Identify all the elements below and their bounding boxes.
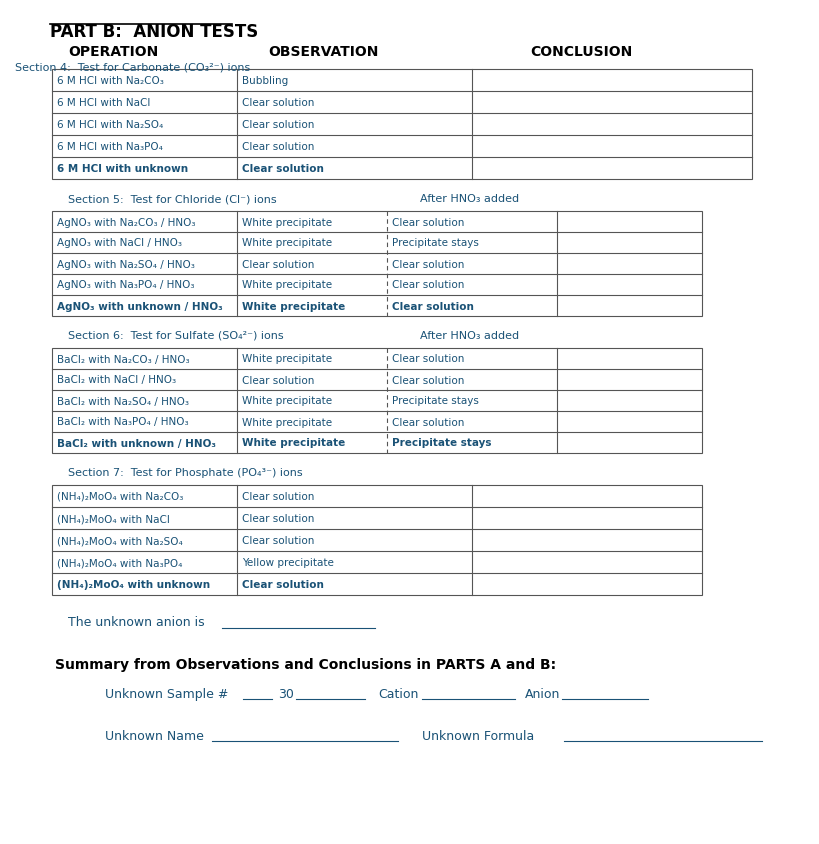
Bar (52, 349, 702, 453)
Text: (NH₄)₂MoO₄ with Na₂SO₄: (NH₄)₂MoO₄ with Na₂SO₄ (57, 535, 183, 545)
Text: 6 M HCl with Na₃PO₄: 6 M HCl with Na₃PO₄ (57, 142, 163, 152)
Text: Clear solution: Clear solution (392, 354, 464, 364)
Text: Clear solution: Clear solution (242, 120, 314, 130)
Text: Cation: Cation (378, 687, 419, 701)
Text: (NH₄)₂MoO₄ with NaCl: (NH₄)₂MoO₄ with NaCl (57, 513, 170, 523)
Text: Clear solution: Clear solution (242, 375, 314, 385)
Text: Anion: Anion (525, 687, 560, 701)
Text: Clear solution: Clear solution (392, 301, 474, 311)
Text: OPERATION: OPERATION (68, 45, 158, 59)
Bar (52, 212, 702, 316)
Text: White precipitate: White precipitate (242, 354, 333, 364)
Text: (NH₄)₂MoO₄ with unknown: (NH₄)₂MoO₄ with unknown (57, 579, 210, 589)
Text: AgNO₃ with NaCl / HNO₃: AgNO₃ with NaCl / HNO₃ (57, 238, 182, 248)
Text: The unknown anion is: The unknown anion is (68, 615, 205, 628)
Text: Precipitate stays: Precipitate stays (392, 396, 479, 406)
Text: OBSERVATION: OBSERVATION (268, 45, 378, 59)
Text: White precipitate: White precipitate (242, 217, 333, 227)
Text: BaCl₂ with NaCl / HNO₃: BaCl₂ with NaCl / HNO₃ (57, 375, 176, 385)
Text: White precipitate: White precipitate (242, 238, 333, 248)
Text: 30: 30 (278, 687, 294, 701)
Text: Yellow precipitate: Yellow precipitate (242, 557, 334, 567)
Text: Clear solution: Clear solution (392, 280, 464, 290)
Text: Unknown Sample #: Unknown Sample # (105, 687, 229, 701)
Text: 6 M HCl with NaCl: 6 M HCl with NaCl (57, 98, 151, 108)
Text: Unknown Formula: Unknown Formula (422, 729, 534, 742)
Text: AgNO₃ with Na₂CO₃ / HNO₃: AgNO₃ with Na₂CO₃ / HNO₃ (57, 217, 196, 227)
Text: PART B:  ANION TESTS: PART B: ANION TESTS (50, 23, 258, 41)
Text: White precipitate: White precipitate (242, 417, 333, 427)
Bar (52, 70, 752, 180)
Text: Clear solution: Clear solution (242, 164, 324, 174)
Text: Section 6:  Test for Sulfate (SO₄²⁻) ions: Section 6: Test for Sulfate (SO₄²⁻) ions (68, 331, 283, 341)
Text: AgNO₃ with unknown / HNO₃: AgNO₃ with unknown / HNO₃ (57, 301, 223, 311)
Text: BaCl₂ with Na₂SO₄ / HNO₃: BaCl₂ with Na₂SO₄ / HNO₃ (57, 396, 189, 406)
Text: Precipitate stays: Precipitate stays (392, 438, 491, 448)
Text: White precipitate: White precipitate (242, 280, 333, 290)
Text: Clear solution: Clear solution (242, 98, 314, 108)
Text: White precipitate: White precipitate (242, 301, 346, 311)
Text: White precipitate: White precipitate (242, 438, 346, 448)
Text: Section 7:  Test for Phosphate (PO₄³⁻) ions: Section 7: Test for Phosphate (PO₄³⁻) io… (68, 468, 303, 478)
Text: AgNO₃ with Na₃PO₄ / HNO₃: AgNO₃ with Na₃PO₄ / HNO₃ (57, 280, 194, 290)
Text: CONCLUSION: CONCLUSION (530, 45, 632, 59)
Text: 6 M HCl with unknown: 6 M HCl with unknown (57, 164, 188, 174)
Text: Clear solution: Clear solution (242, 579, 324, 589)
Bar (52, 485, 702, 595)
Text: AgNO₃ with Na₂SO₄ / HNO₃: AgNO₃ with Na₂SO₄ / HNO₃ (57, 259, 195, 269)
Text: Clear solution: Clear solution (242, 142, 314, 152)
Text: Precipitate stays: Precipitate stays (392, 238, 479, 248)
Text: BaCl₂ with Na₂CO₃ / HNO₃: BaCl₂ with Na₂CO₃ / HNO₃ (57, 354, 190, 364)
Text: (NH₄)₂MoO₄ with Na₃PO₄: (NH₄)₂MoO₄ with Na₃PO₄ (57, 557, 183, 567)
Text: Clear solution: Clear solution (392, 259, 464, 269)
Text: White precipitate: White precipitate (242, 396, 333, 406)
Text: Clear solution: Clear solution (242, 513, 314, 523)
Text: 6 M HCl with Na₂CO₃: 6 M HCl with Na₂CO₃ (57, 76, 164, 86)
Text: Section 4:  Test for Carbonate (CO₃²⁻) ions: Section 4: Test for Carbonate (CO₃²⁻) io… (15, 62, 251, 72)
Text: Clear solution: Clear solution (392, 417, 464, 427)
Text: BaCl₂ with unknown / HNO₃: BaCl₂ with unknown / HNO₃ (57, 438, 216, 448)
Text: Clear solution: Clear solution (242, 491, 314, 501)
Text: After HNO₃ added: After HNO₃ added (420, 331, 519, 341)
Text: BaCl₂ with Na₃PO₄ / HNO₃: BaCl₂ with Na₃PO₄ / HNO₃ (57, 417, 188, 427)
Text: Clear solution: Clear solution (392, 217, 464, 227)
Text: Section 5:  Test for Chloride (Cl⁻) ions: Section 5: Test for Chloride (Cl⁻) ions (68, 194, 277, 203)
Text: Bubbling: Bubbling (242, 76, 288, 86)
Text: 6 M HCl with Na₂SO₄: 6 M HCl with Na₂SO₄ (57, 120, 163, 130)
Text: Clear solution: Clear solution (242, 535, 314, 545)
Text: (NH₄)₂MoO₄ with Na₂CO₃: (NH₄)₂MoO₄ with Na₂CO₃ (57, 491, 183, 501)
Text: Clear solution: Clear solution (392, 375, 464, 385)
Text: After HNO₃ added: After HNO₃ added (420, 194, 519, 203)
Text: Clear solution: Clear solution (242, 259, 314, 269)
Text: Summary from Observations and Conclusions in PARTS A and B:: Summary from Observations and Conclusion… (55, 657, 556, 671)
Text: Unknown Name: Unknown Name (105, 729, 204, 742)
